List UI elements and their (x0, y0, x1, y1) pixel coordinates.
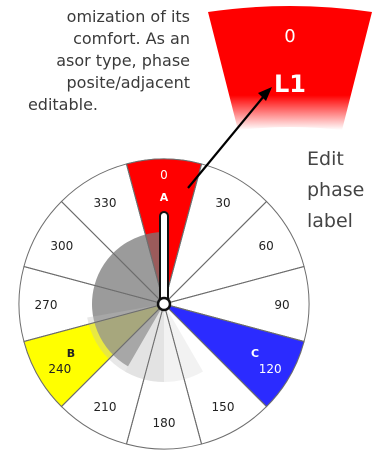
tick-label-30: 30 (215, 196, 230, 210)
phase-label-A: A (160, 191, 169, 204)
dial-spoke (125, 163, 165, 305)
tick-label-0: 0 (160, 168, 168, 182)
dial-spoke (163, 303, 267, 407)
dial-spoke (163, 303, 305, 343)
callout-phase-label[interactable]: L1 (274, 70, 306, 98)
dial-spoke (163, 201, 267, 305)
paragraph-line-3: asor type, phase (56, 51, 190, 70)
paragraph-line-2: comfort. As an (73, 29, 190, 48)
phasor-needle[interactable] (156, 211, 172, 312)
phase-label-B: B (67, 347, 75, 360)
needle-bar (159, 211, 169, 305)
angle-arc-dark (92, 232, 164, 367)
edit-text-line-3: label (307, 210, 353, 232)
dial-spoke (23, 265, 165, 305)
dial-spoke (125, 303, 165, 445)
tick-label-240: 240 (48, 362, 71, 376)
tick-label-180: 180 (153, 416, 176, 430)
edit-text-line-2: phase (307, 179, 365, 201)
callout-angle-value: 0 (284, 26, 295, 47)
phase-label-C: C (251, 347, 259, 360)
paragraph-line-4: posite/adjacent (66, 73, 191, 92)
dial-spoke (61, 201, 165, 305)
edit-text-line-1: Edit (307, 148, 344, 170)
callout-segment (208, 6, 372, 130)
dial-spoke (163, 265, 305, 305)
paragraph-line-5: editable. (27, 95, 98, 114)
dial-spokes (23, 163, 305, 445)
dial-spoke (23, 303, 165, 343)
needle-pivot (156, 296, 172, 312)
tick-label-90: 90 (274, 298, 289, 312)
phasor-dial: 0 30 60 90 120 150 180 210 240 270 300 330 A B C (18, 158, 310, 450)
tick-label-210: 210 (94, 400, 117, 414)
phase-label-callout[interactable]: 0 L1 (208, 6, 372, 130)
tick-label-330: 330 (94, 196, 117, 210)
callout-arrow (187, 87, 272, 189)
tick-label-60: 60 (259, 239, 274, 253)
phase-labels: A B C (67, 191, 259, 360)
dial-tick-labels: 0 30 60 90 120 150 180 210 240 270 300 330 (35, 168, 290, 430)
paragraph-line-1: omization of its (66, 7, 190, 26)
tick-label-270: 270 (35, 298, 58, 312)
tick-label-300: 300 (50, 239, 73, 253)
dial-spoke (163, 163, 203, 305)
description-paragraph: omization of its comfort. As an asor typ… (0, 0, 190, 116)
arrow-head-icon (258, 87, 272, 101)
tick-label-150: 150 (212, 400, 235, 414)
angle-arc-faint (125, 304, 203, 383)
dial-spoke (61, 303, 165, 407)
tick-label-120: 120 (259, 362, 282, 376)
dial-spoke (163, 303, 203, 445)
